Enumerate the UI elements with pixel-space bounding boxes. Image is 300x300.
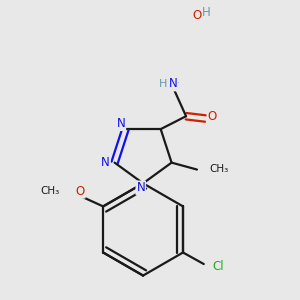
Text: N: N (101, 156, 110, 169)
Text: Cl: Cl (212, 260, 224, 273)
Text: O: O (208, 110, 217, 123)
Text: CH₃: CH₃ (40, 186, 59, 196)
Text: O: O (76, 185, 85, 198)
Text: N: N (169, 77, 178, 90)
Text: N: N (136, 182, 145, 194)
Text: N: N (116, 117, 125, 130)
Text: O: O (193, 9, 202, 22)
Text: H: H (159, 79, 167, 89)
Text: H: H (202, 6, 211, 19)
Text: CH₃: CH₃ (210, 164, 229, 174)
